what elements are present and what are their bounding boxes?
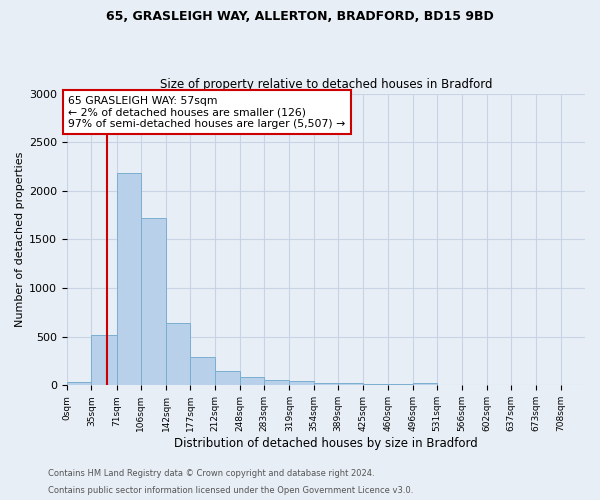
Bar (265, 380, 289, 386)
Bar (67, 382, 91, 386)
Text: Contains public sector information licensed under the Open Government Licence v3: Contains public sector information licen… (48, 486, 413, 495)
Bar (289, 382, 314, 386)
Bar (388, 384, 413, 386)
Y-axis label: Number of detached properties: Number of detached properties (15, 152, 25, 327)
Bar (413, 383, 437, 386)
Title: Size of property relative to detached houses in Bradford: Size of property relative to detached ho… (160, 78, 492, 91)
Bar (314, 383, 338, 386)
Bar (116, 174, 141, 386)
Bar (166, 323, 190, 386)
Text: Contains HM Land Registry data © Crown copyright and database right 2024.: Contains HM Land Registry data © Crown c… (48, 468, 374, 477)
Text: 65, GRASLEIGH WAY, ALLERTON, BRADFORD, BD15 9BD: 65, GRASLEIGH WAY, ALLERTON, BRADFORD, B… (106, 10, 494, 23)
Text: 65 GRASLEIGH WAY: 57sqm
← 2% of detached houses are smaller (126)
97% of semi-de: 65 GRASLEIGH WAY: 57sqm ← 2% of detached… (68, 96, 346, 128)
Bar (364, 384, 388, 386)
Bar (141, 218, 166, 386)
Bar (215, 371, 240, 386)
Bar (240, 376, 265, 386)
Bar (190, 357, 215, 386)
X-axis label: Distribution of detached houses by size in Bradford: Distribution of detached houses by size … (174, 437, 478, 450)
Bar (338, 384, 364, 386)
Bar (91, 335, 116, 386)
